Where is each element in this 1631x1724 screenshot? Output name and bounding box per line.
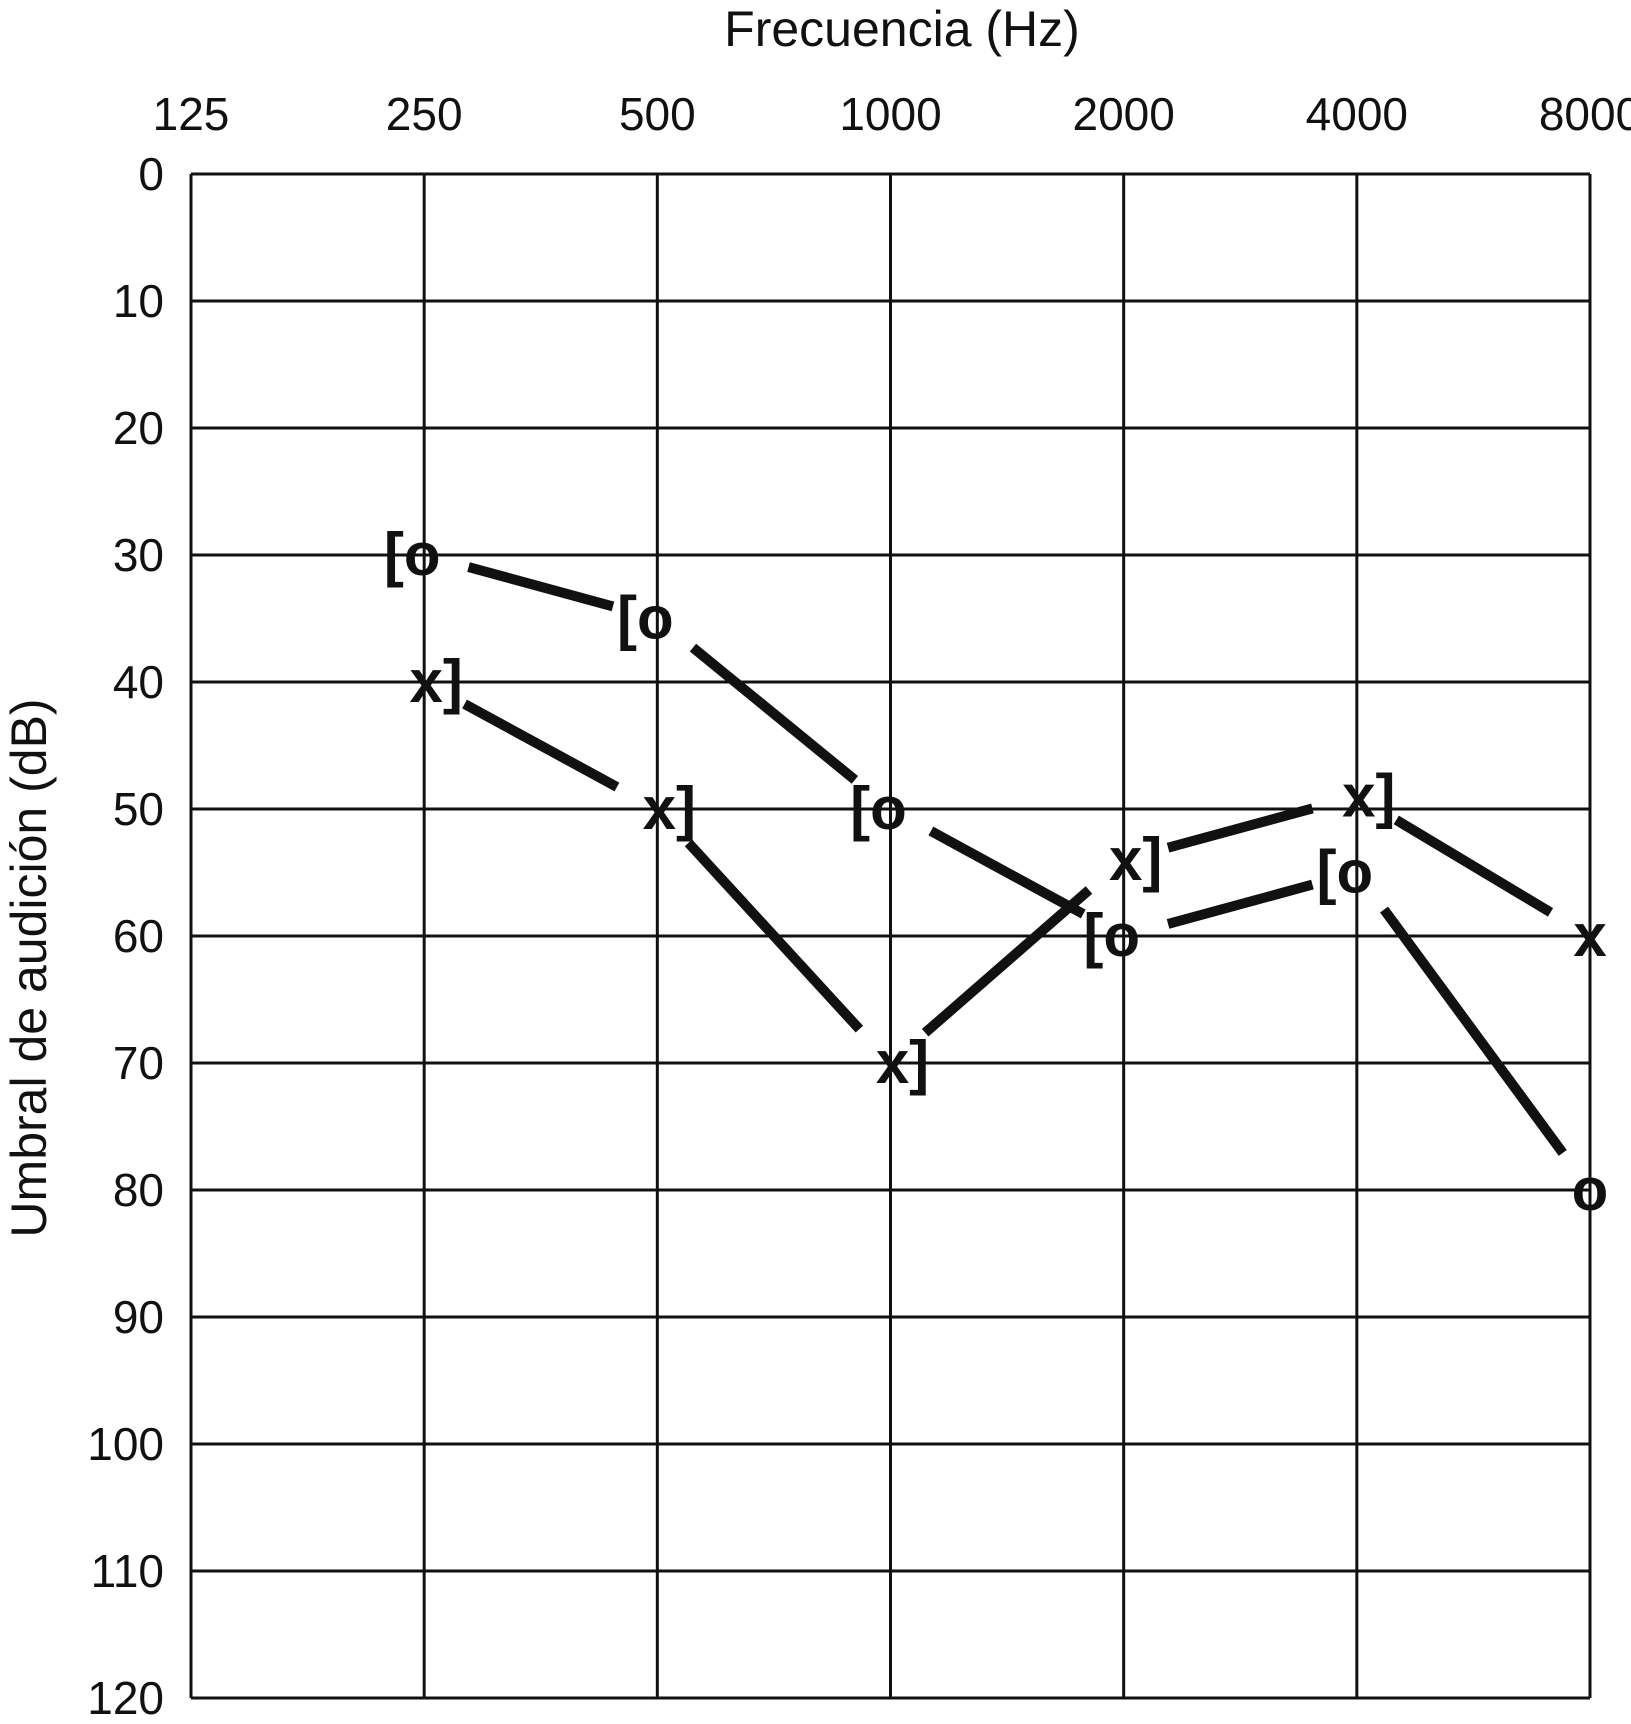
- series-1-marker: [o: [384, 521, 441, 588]
- x-tick-label: 1000: [839, 88, 941, 140]
- x-tick-label: 500: [619, 88, 696, 140]
- series-2-segment: [462, 699, 620, 792]
- series-2-marker: x]: [1109, 826, 1162, 893]
- series-1-segment: [1166, 879, 1314, 929]
- series-2-segment: [684, 839, 864, 1033]
- grid: [189, 172, 1592, 1700]
- series-1-segment: [467, 562, 615, 612]
- y-tick-label: 30: [113, 529, 164, 581]
- series-1-marker: [o: [617, 585, 674, 652]
- series-markers: [o [o [o [o [o o x] x] x] x] x] x: [384, 521, 1608, 1223]
- series-2-marker: x]: [409, 648, 462, 715]
- x-axis-label: Frecuencia (Hz): [724, 1, 1080, 57]
- y-tick-label: 80: [113, 1164, 164, 1216]
- series-2-segment: [1393, 815, 1554, 917]
- series-lines: [462, 562, 1567, 1156]
- x-tick-label: 2000: [1072, 88, 1174, 140]
- series-1-segment: [1380, 906, 1567, 1156]
- series-1-segment: [689, 643, 859, 784]
- y-tick-label: 90: [113, 1291, 164, 1343]
- series-2-marker: x]: [1342, 762, 1395, 829]
- x-tick-label: 250: [386, 88, 463, 140]
- series-1-marker: [o: [1317, 839, 1374, 906]
- series-1-segment: [928, 826, 1086, 919]
- y-tick-label: 120: [87, 1672, 164, 1724]
- y-axis-label: Umbral de audición (dB): [1, 698, 57, 1237]
- y-tick-label: 100: [87, 1418, 164, 1470]
- series-1-marker: o: [1572, 1156, 1609, 1223]
- x-tick-label: 125: [153, 88, 230, 140]
- y-tick-label: 40: [113, 656, 164, 708]
- y-tick-label: 10: [113, 275, 164, 327]
- y-tick-label: 50: [113, 783, 164, 835]
- y-tick-label: 20: [113, 402, 164, 454]
- series-1-marker: [o: [1083, 902, 1140, 969]
- y-tick-label: 70: [113, 1037, 164, 1089]
- x-tick-label: 8000: [1539, 88, 1631, 140]
- series-2-segment: [921, 886, 1093, 1037]
- tick-labels: 125 250 500 1000 2000 4000 8000 0 10 20 30 40 50 60 70…: [87, 88, 1631, 1724]
- series-2-marker: x]: [876, 1029, 929, 1096]
- series-2-marker: x]: [643, 775, 696, 842]
- y-tick-label: 60: [113, 910, 164, 962]
- series-2-marker: x: [1573, 902, 1606, 969]
- x-tick-label: 4000: [1306, 88, 1408, 140]
- y-tick-label: 0: [138, 148, 164, 200]
- y-tick-label: 110: [91, 1545, 164, 1597]
- series-1-marker: [o: [850, 775, 907, 842]
- series-2-segment: [1166, 803, 1314, 853]
